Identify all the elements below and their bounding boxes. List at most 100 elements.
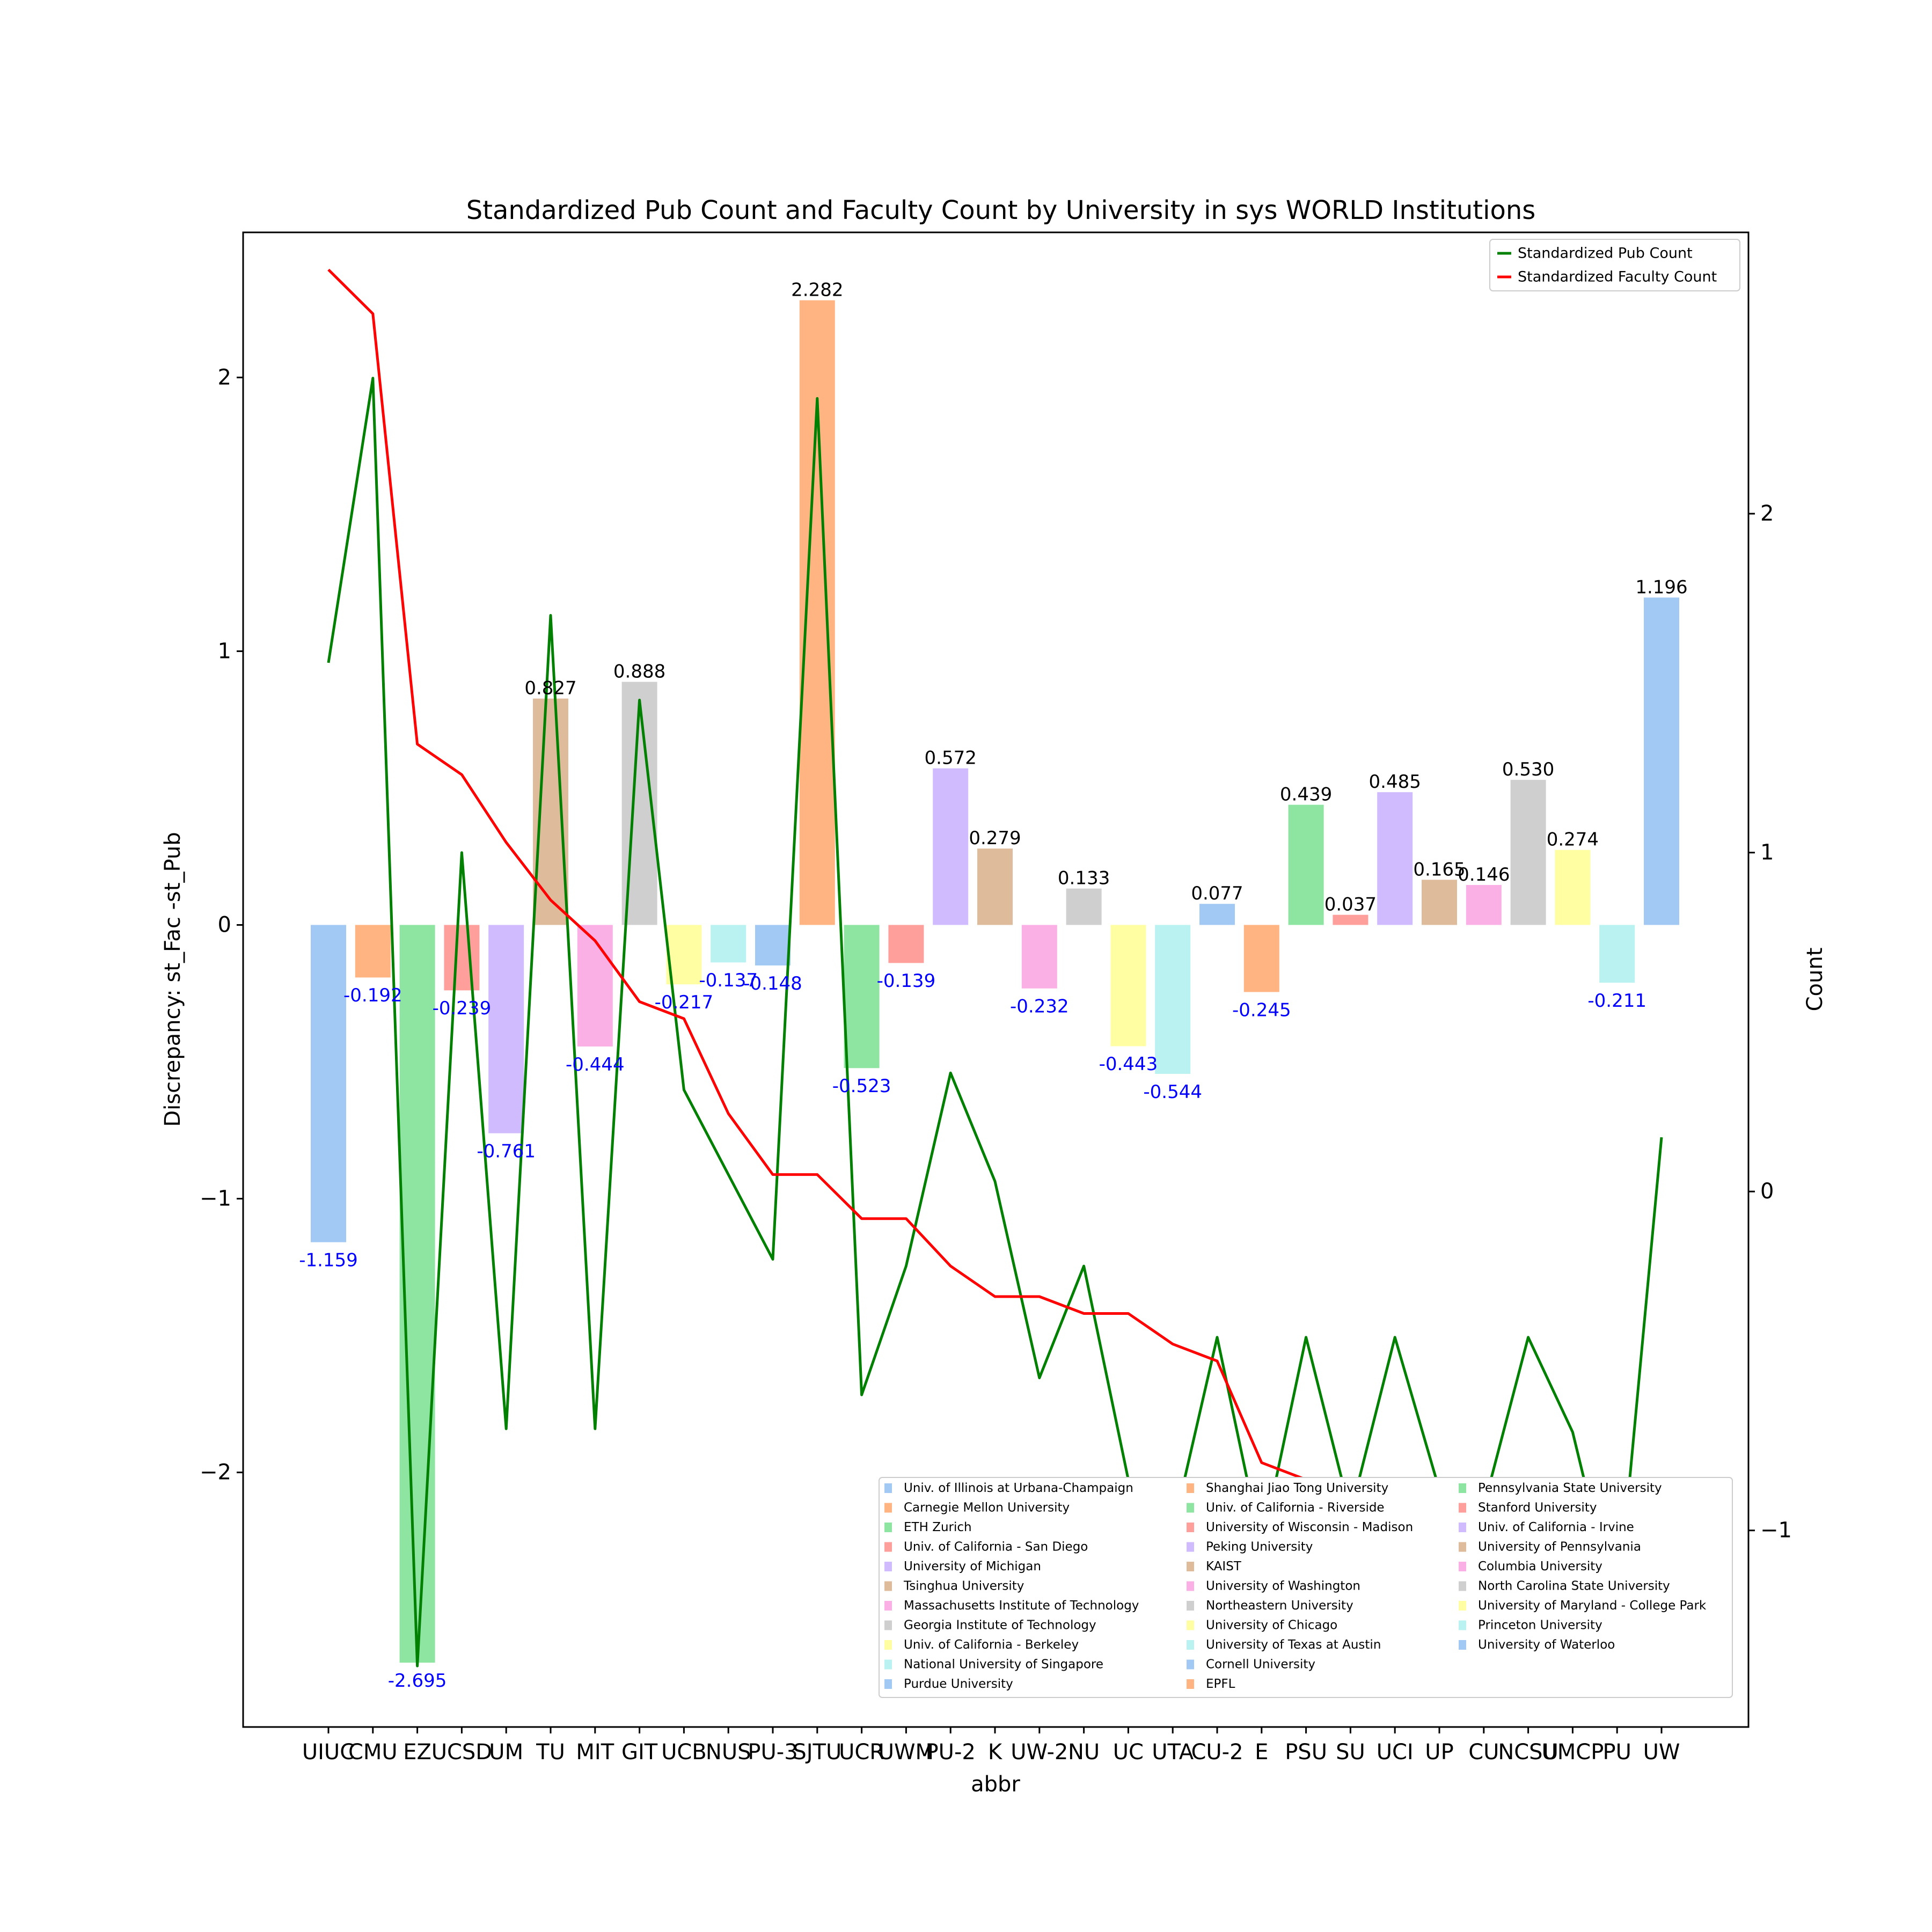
x-tick-label: UWM [879,1740,934,1765]
right-axis: −1 0 1 2 [1748,501,1792,1543]
legend-bar-label: University of Waterloo [1478,1638,1615,1652]
x-tick-label: K [988,1740,1003,1765]
x-tick-label: UCI [1377,1740,1414,1765]
legend-bar-swatch [884,1601,892,1611]
legend-bar-label: ETH Zurich [904,1520,972,1534]
x-tick-label: UC [1113,1740,1144,1765]
bar [1555,850,1591,925]
bar [1110,925,1146,1046]
legend-line-label: Standardized Faculty Count [1518,269,1717,286]
bar [1599,925,1635,983]
bar-value-label: -0.544 [1143,1081,1202,1103]
bar-value-label: 2.282 [791,279,843,301]
bar-value-label: -0.232 [1010,996,1069,1018]
bar [1510,780,1546,925]
legend-bar-swatch [1187,1679,1194,1689]
legend-bar-label: University of Maryland - College Park [1478,1599,1707,1613]
legend-bars-box [879,1477,1733,1698]
x-tick-label: UW-2 [1011,1740,1068,1765]
legend-bar-swatch [884,1483,892,1493]
bar [933,768,969,925]
legend-bar-swatch [1459,1523,1466,1532]
bar [533,698,568,925]
bar-value-label: 0.274 [1547,829,1599,851]
bar-labels-layer: -1.159 -0.192 -2.695 -0.239 -0.761 0.827 -0.44… [299,279,1687,1691]
bar [1243,925,1279,992]
legend-bar-swatch [1187,1659,1194,1670]
bar-value-label: -0.139 [877,970,936,992]
bar-value-label: -0.523 [832,1075,891,1097]
x-tick-label: NCSU [1498,1740,1558,1765]
legend-bar-swatch [884,1542,892,1552]
legend-lines: Standardized Pub Count Standardized Facul… [1489,239,1740,291]
bar [577,925,613,1046]
x-tick-label: NU [1068,1740,1100,1765]
bar-value-label: 1.196 [1635,576,1687,598]
legend-bar-swatch [884,1503,892,1513]
bar [488,925,524,1133]
legend-bar-swatch [884,1659,892,1670]
legend-bar-swatch [884,1523,892,1532]
legend-bar-label: University of Washington [1206,1579,1360,1593]
bar [1199,904,1235,925]
x-tick-label: PU-2 [926,1740,976,1765]
y-axis-right-label: Count [1803,948,1827,1012]
legend-bar-label: Peking University [1206,1540,1313,1554]
legend-bar-label: Northeastern University [1206,1599,1353,1613]
x-tick-label: UW [1643,1740,1680,1765]
x-tick-label: EZ [403,1740,431,1765]
y-right-tick-label: 2 [1760,501,1774,526]
x-tick-label: CMU [348,1740,398,1765]
bar-value-label: 0.165 [1413,859,1465,880]
legend-bar-label: University of Chicago [1206,1619,1337,1633]
legend-bar-label: Princeton University [1478,1619,1602,1633]
bar [1466,885,1502,925]
bar [888,925,924,963]
bar-value-label: -2.695 [388,1670,447,1692]
legend-bar-label: Univ. of California - Irvine [1478,1520,1634,1534]
legend-bar-swatch [884,1640,892,1650]
bar-value-label: 0.439 [1280,784,1332,806]
legend-bar-swatch [884,1620,892,1630]
x-axis-label: abbr [971,1772,1020,1797]
bar-value-label: 0.572 [925,748,977,769]
bar [1644,597,1679,925]
bar [1066,888,1102,925]
legend-bar-swatch [1459,1483,1466,1493]
x-tick-label: CU-2 [1191,1740,1243,1765]
legend-bar-label: Massachusetts Institute of Technology [904,1599,1139,1613]
x-tick-label: UP [1425,1740,1453,1765]
y-axis-label: Discrepancy: st_Fac -st_Pub [160,832,185,1126]
legend-bar-swatch [884,1679,892,1689]
bar-value-label: 0.037 [1324,894,1377,916]
x-tick-label: UCSD [431,1740,492,1765]
bar [1422,880,1457,925]
y-tick-label: 2 [218,365,231,390]
x-tick-label: PU [1602,1740,1631,1765]
legend-bar-label: University of Texas at Austin [1206,1638,1381,1652]
bar-value-label: -0.211 [1587,990,1646,1012]
legend-bar-label: EPFL [1206,1677,1235,1691]
x-tick-label: UTA [1152,1740,1194,1765]
legend-line-label: Standardized Pub Count [1518,245,1693,262]
bar-value-label: -0.761 [477,1140,536,1162]
legend-bar-swatch [1459,1640,1466,1650]
bar [755,925,791,965]
x-tick-label: CU [1468,1740,1499,1765]
legend-bar-label: KAIST [1206,1560,1242,1574]
x-tick-label: MIT [576,1740,614,1765]
legend-bar-swatch [1459,1542,1466,1552]
y-tick-label: −2 [200,1460,231,1485]
legend-bar-label: Cornell University [1206,1658,1315,1672]
y-tick-label: 1 [218,639,231,663]
bar [977,848,1013,925]
legend-bar-label: Pennsylvania State University [1478,1481,1662,1495]
y-right-tick-label: 0 [1760,1179,1774,1204]
legend-bar-swatch [1187,1620,1194,1630]
legend-bar-label: Shanghai Jiao Tong University [1206,1481,1388,1495]
bar [1155,925,1191,1074]
legend-bars: Univ. of Illinois at Urbana-Champaign Car… [879,1477,1733,1698]
bar [1288,804,1324,925]
